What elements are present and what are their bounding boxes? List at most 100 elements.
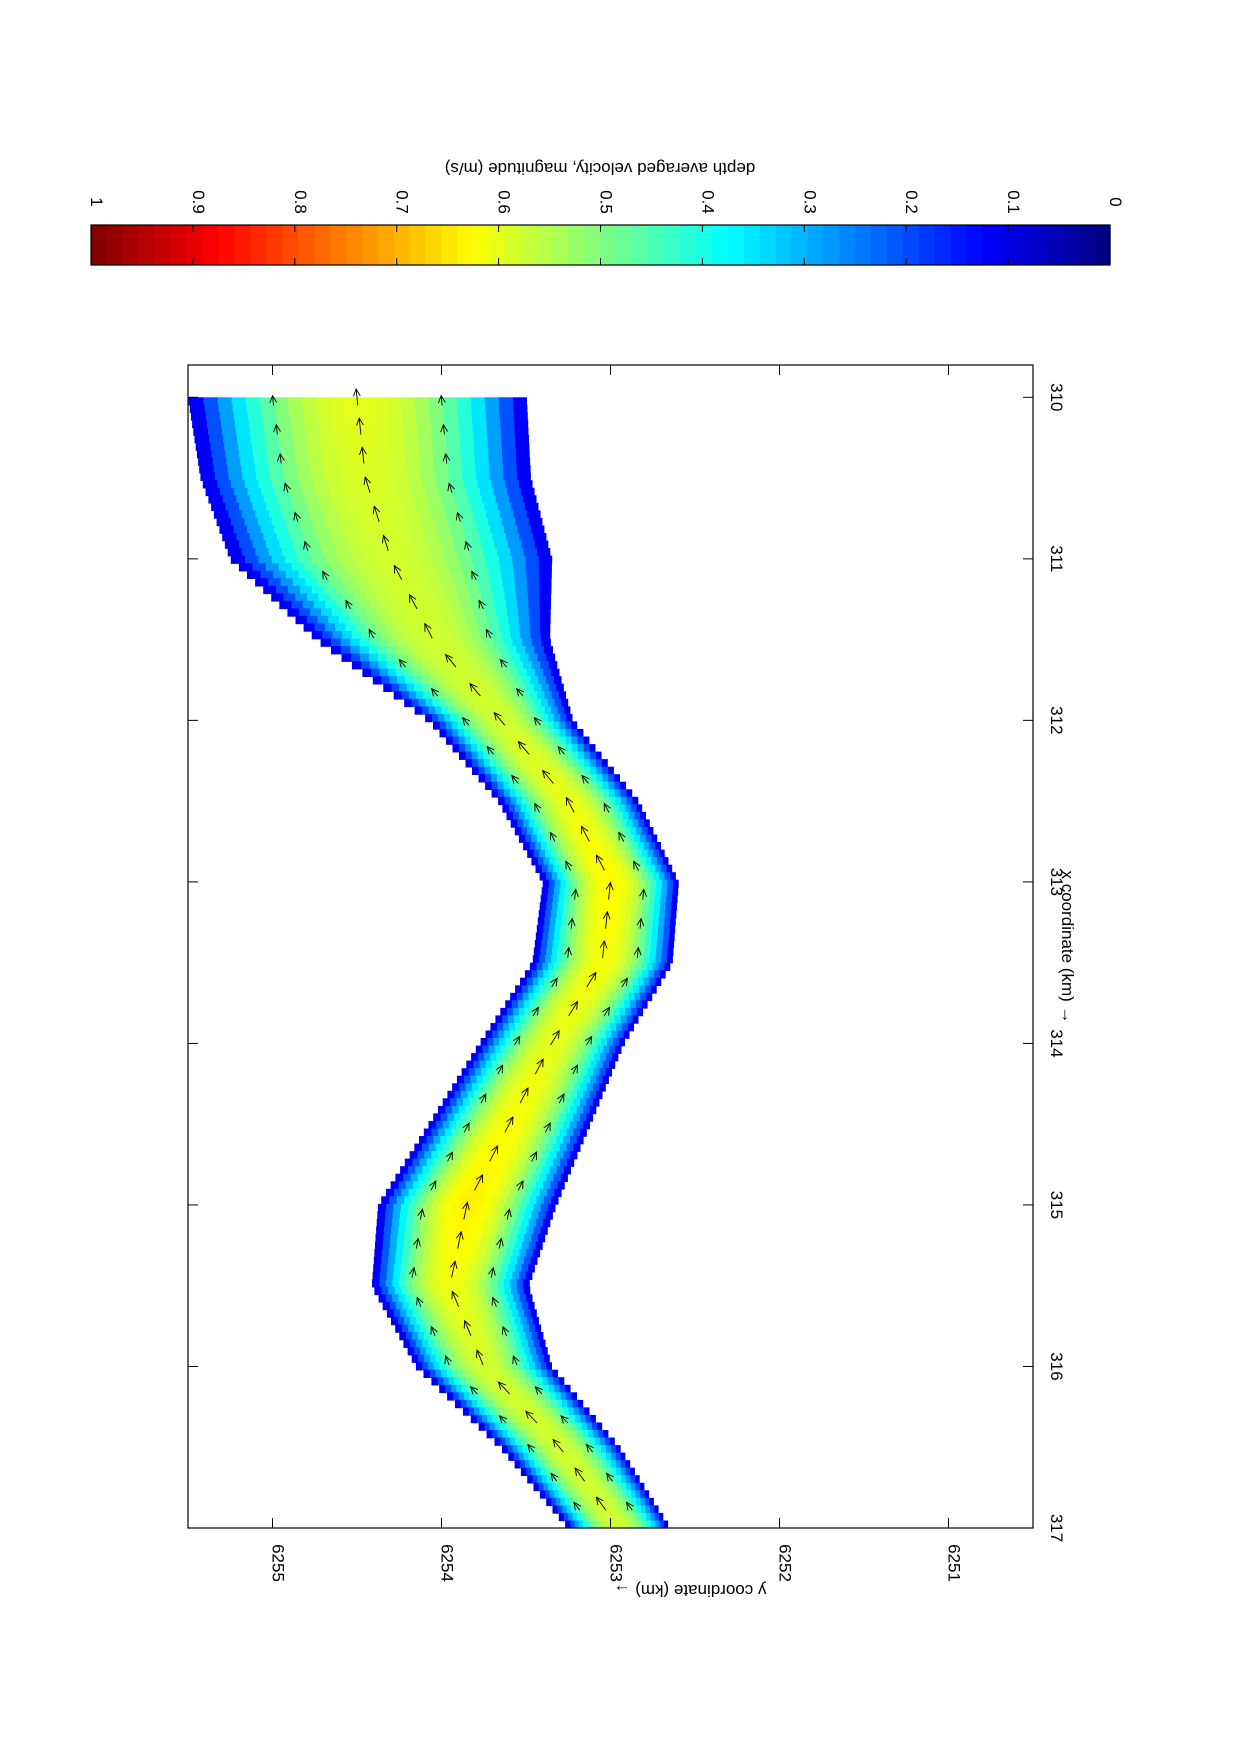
velocity-cell [570,1422,577,1431]
velocity-cell [530,970,538,979]
velocity-cell [504,480,519,489]
velocity-cell [590,955,598,964]
velocity-cell [622,1505,628,1514]
velocity-cell [477,1301,485,1311]
velocity-cell [536,925,544,934]
velocity-cell [518,1090,526,1100]
velocity-cell [533,1460,540,1469]
velocity-cell [373,419,389,429]
velocity-cell [558,729,566,738]
velocity-cell [469,729,477,738]
velocity-cell [581,811,589,821]
velocity-cell [449,1309,456,1318]
velocity-cell [368,525,383,534]
velocity-cell [497,1143,505,1152]
velocity-cell [544,849,551,858]
velocity-arrow [568,1000,579,1017]
velocity-cell [634,1490,641,1499]
velocity-cell [540,729,548,738]
velocity-cell [399,397,415,406]
velocity-cell [435,683,444,692]
velocity-cell [546,729,554,738]
velocity-cell [557,992,564,1002]
velocity-cell [606,1038,613,1047]
velocity-cell [604,1030,612,1039]
velocity-cell [232,525,248,534]
velocity-cell [324,600,337,610]
velocity-cell [404,676,413,685]
velocity-arrow [463,1319,472,1336]
velocity-cell [508,691,516,700]
velocity-cell [592,1083,600,1092]
velocity-cell [543,691,552,700]
velocity-cell [466,1362,473,1371]
velocity-cell [648,842,656,851]
velocity-cell [378,1294,386,1303]
velocity-cell [507,1053,515,1062]
velocity-cell [455,1294,463,1303]
velocity-cell [274,487,289,497]
velocity-cell [595,1445,602,1454]
velocity-cell [502,1256,511,1265]
velocity-cell [661,940,669,949]
colorbar-segment [600,225,618,265]
velocity-cell [444,510,459,519]
velocity-cell [569,1520,575,1528]
velocity-cell [478,585,492,595]
velocity-cell [515,691,524,700]
velocity-cell [405,1271,414,1280]
velocity-cell [472,1151,480,1160]
velocity-cell [518,1128,526,1137]
velocity-cell [476,744,483,753]
velocity-cell [385,623,397,632]
colorbar-segment [743,225,761,265]
velocity-arrow [413,1237,421,1249]
velocity-cell [443,419,459,429]
velocity-cell [535,1347,542,1356]
velocity-cell [581,1452,587,1461]
velocity-cell [219,487,234,497]
velocity-cell [545,653,556,662]
velocity-cell [580,1490,586,1499]
velocity-cell [568,1467,574,1476]
velocity-cell [552,1158,561,1167]
velocity-cell [633,834,640,843]
velocity-cell [492,698,501,708]
velocity-cell [502,804,509,813]
velocity-cell [527,1166,536,1175]
velocity-cell [585,985,593,994]
velocity-cell [548,759,555,768]
velocity-cell [512,1045,519,1054]
colorbar-segment [950,225,968,265]
velocity-cell [535,744,543,753]
velocity-arrow [584,1035,593,1046]
velocity-cell [479,691,488,700]
velocity-cell [611,1520,617,1528]
velocity-cell [617,1497,623,1507]
velocity-cell [205,412,220,421]
velocity-cell [521,1430,528,1439]
velocity-cell [597,1512,603,1522]
velocity-cell [496,646,507,655]
velocity-cell [571,1007,578,1017]
velocity-cell [596,789,604,798]
velocity-cell [551,1075,559,1084]
velocity-cell [429,412,444,421]
velocity-cell [445,1369,453,1378]
velocity-cell [389,442,405,451]
velocity-cell [445,593,459,602]
velocity-cell [559,1437,565,1446]
velocity-cell [465,1151,473,1160]
velocity-cell [570,811,577,821]
velocity-cell [588,744,596,753]
velocity-cell [548,1414,555,1424]
velocity-cell [524,1158,532,1167]
velocity-cell [495,548,511,557]
velocity-cell [381,525,396,534]
velocity-cell [610,834,618,843]
velocity-cell [654,864,661,873]
velocity-cell [541,887,549,896]
velocity-cell [491,1249,499,1258]
velocity-cell [625,842,633,851]
